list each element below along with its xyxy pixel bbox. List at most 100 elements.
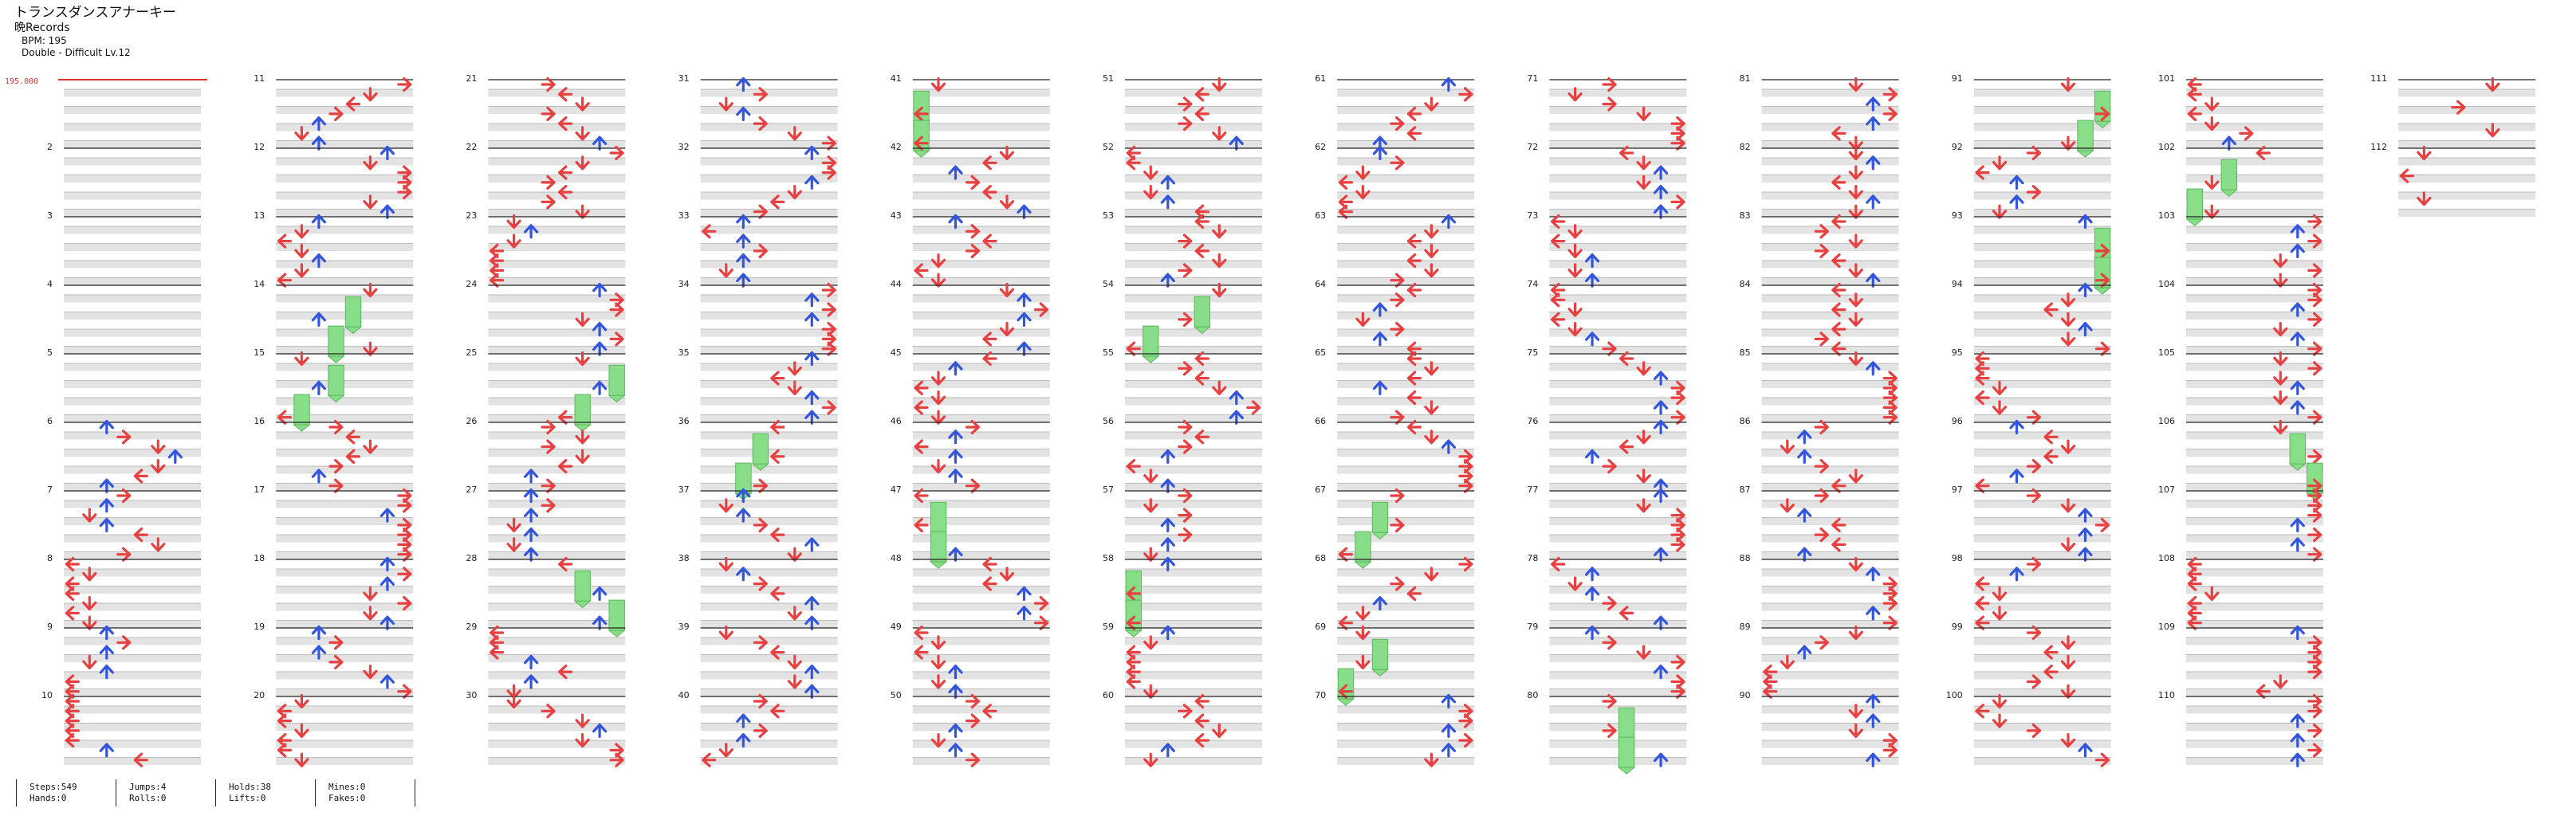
arrow-right-icon [1882,380,1898,395]
measure-block [1125,696,1262,765]
measure-number: 65 [1315,347,1326,358]
arrow-right-icon [541,76,556,92]
stat-jumps: Jumps:4 [129,782,167,792]
arrow-left-icon [557,458,573,474]
arrow-right-icon [1670,684,1685,699]
measure-number: 107 [2158,484,2175,495]
measure-number: 81 [1740,73,1751,84]
arrow-right-icon [2307,361,2322,376]
arrow-down-icon [2060,498,2076,513]
arrow-down-icon [363,664,378,680]
arrow-up-icon [1160,743,1175,758]
arrow-right-icon [821,332,836,347]
measure-number: 56 [1103,416,1114,426]
arrow-right-icon [1178,508,1193,523]
measure-block [1549,79,1687,148]
arrow-left-icon [1618,351,1634,367]
stat-hands: Hands:0 [29,793,67,803]
measure-number: 105 [2158,347,2175,358]
measure-block [912,147,1050,217]
measure-number: 87 [1740,484,1751,495]
arrow-left-icon [2187,595,2202,611]
measure-block [2186,284,2323,354]
arrow-right-icon [1390,116,1405,131]
arrow-up-icon [736,106,751,121]
arrow-up-icon [592,586,608,602]
arrow-up-icon [2290,713,2305,728]
arrow-up-icon [311,625,326,641]
arrow-left-icon [489,253,505,269]
hold-note [327,325,345,363]
arrow-right-icon [1246,400,1261,415]
arrow-down-icon [1355,654,1371,670]
arrow-up-icon [1229,410,1244,425]
arrow-left-icon [2255,145,2271,161]
arrow-right-icon [1882,576,1898,591]
arrow-right-icon [1882,586,1898,602]
measure-number: 57 [1103,484,1114,495]
arrow-down-icon [1424,224,1439,239]
arrow-up-icon [804,664,820,680]
arrow-right-icon [1390,155,1405,171]
arrow-down-icon [1848,704,1863,719]
arrow-left-icon [277,713,292,728]
arrow-right-icon [1882,595,1898,611]
arrow-down-icon [1143,498,1158,513]
arrow-up-icon [311,214,326,230]
arrow-right-icon [965,419,981,435]
arrow-left-icon [2043,302,2059,317]
arrow-right-icon [397,595,412,611]
arrow-up-icon [1372,302,1388,317]
measure-block [2186,490,2323,559]
measure-number: 27 [466,484,477,495]
arrow-down-icon [718,743,733,758]
hold-note [1193,296,1211,334]
arrow-right-icon [2307,693,2322,709]
measure-number: 28 [466,553,477,563]
arrow-right-icon [2307,664,2322,680]
arrow-up-icon [736,488,751,504]
arrow-up-icon [1797,430,1812,445]
arrow-down-icon [930,458,946,474]
arrow-left-icon [1763,664,1778,680]
arrow-up-icon [1229,135,1244,151]
arrow-down-icon [363,439,378,454]
arrow-down-icon [1848,185,1863,200]
arrow-right-icon [1602,693,1617,709]
measure-block [1337,284,1475,354]
arrow-up-icon [1160,478,1175,493]
arrow-up-icon [1584,586,1600,602]
arrow-up-icon [1654,185,1669,200]
arrow-down-icon [575,732,590,748]
arrow-up-icon [804,145,820,161]
arrow-left-icon [557,556,573,572]
arrow-down-icon [718,498,733,513]
arrow-down-icon [575,713,590,728]
measure-number: 54 [1103,279,1114,289]
arrow-left-icon [2043,449,2059,465]
arrow-right-icon [2307,704,2322,719]
arrow-down-icon [2060,312,2076,327]
arrow-right-icon [1670,410,1685,425]
measure-number: 109 [2158,622,2175,632]
arrow-right-icon [1602,723,1617,739]
measure-block [1761,696,1899,765]
arrow-left-icon [1406,341,1422,356]
arrow-down-icon [363,282,378,298]
arrow-up-icon [2078,322,2093,337]
arrow-down-icon [718,556,733,572]
arrow-right-icon [328,419,344,435]
measure-number: 94 [1952,279,1963,289]
measure-block [912,696,1050,765]
arrow-down-icon [1848,292,1863,308]
measure-block [488,422,626,491]
arrow-left-icon [2187,567,2202,582]
arrow-down-icon [1212,76,1227,92]
measure-number: 41 [891,73,902,84]
arrow-down-icon [1636,469,1651,484]
arrow-down-icon [1992,693,2008,709]
arrow-right-icon [1458,478,1473,493]
stat-mines: Mines:0 [328,782,366,792]
arrow-left-icon [133,752,148,767]
arrow-down-icon [2060,732,2076,748]
